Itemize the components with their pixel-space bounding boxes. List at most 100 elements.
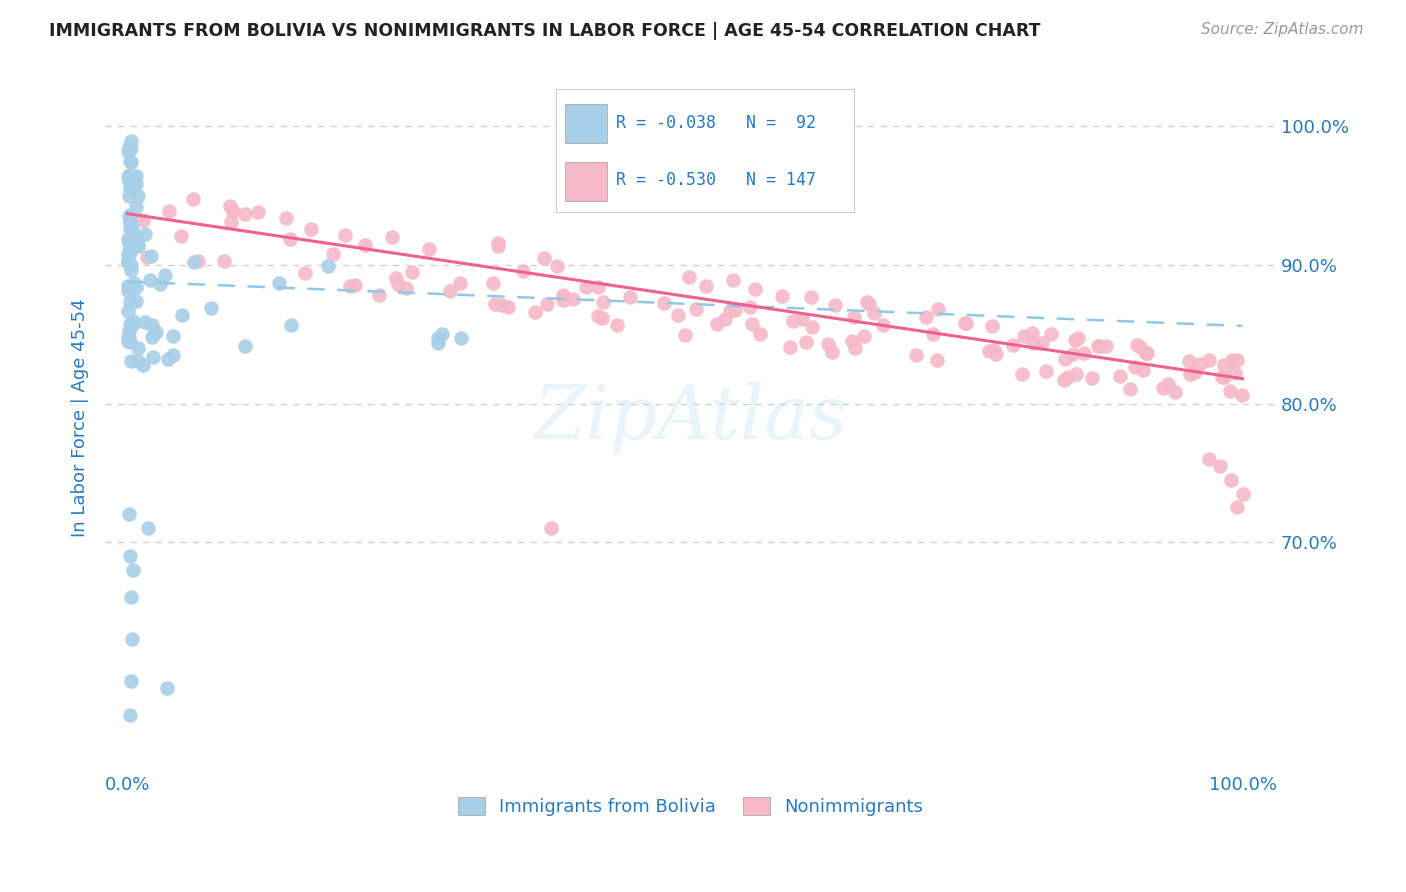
Point <box>401 265 423 279</box>
Point <box>294 266 316 280</box>
Point <box>1123 359 1146 374</box>
Point <box>1094 339 1116 353</box>
Point <box>118 222 141 236</box>
Point <box>118 181 141 195</box>
Point <box>1081 371 1104 385</box>
Point <box>1132 363 1154 377</box>
Point <box>367 288 389 302</box>
Point <box>1232 486 1254 500</box>
Point <box>118 154 141 169</box>
Point <box>385 271 408 285</box>
Point <box>117 235 139 250</box>
Point <box>117 331 139 345</box>
Point <box>744 282 766 296</box>
Point <box>117 284 139 298</box>
Point <box>1212 370 1234 384</box>
Point <box>1219 384 1241 398</box>
Point <box>120 335 142 350</box>
Point <box>821 344 844 359</box>
Point <box>142 350 165 364</box>
Point <box>1230 388 1253 402</box>
Point <box>652 296 675 310</box>
Point <box>117 245 139 260</box>
Legend: Immigrants from Bolivia, Nonimmigrants: Immigrants from Bolivia, Nonimmigrants <box>449 788 932 825</box>
Point <box>120 673 142 688</box>
Point <box>132 212 155 227</box>
Point <box>136 251 159 265</box>
Point <box>387 277 409 291</box>
Point <box>953 316 976 330</box>
Point <box>449 277 471 291</box>
Point <box>450 330 472 344</box>
Point <box>488 235 510 250</box>
Point <box>1209 458 1232 473</box>
Point <box>222 204 245 219</box>
Point <box>157 352 180 367</box>
Point <box>117 232 139 246</box>
Point <box>125 230 148 244</box>
Point <box>1225 353 1247 368</box>
Point <box>145 325 167 339</box>
Point <box>546 259 568 273</box>
Point <box>343 278 366 293</box>
Point <box>481 277 503 291</box>
Point <box>724 302 747 317</box>
Point <box>316 259 339 273</box>
Point <box>536 296 558 310</box>
Point <box>983 343 1005 357</box>
Point <box>149 277 172 291</box>
Point <box>127 188 149 202</box>
Point <box>1087 339 1109 353</box>
Point <box>484 296 506 310</box>
Point <box>117 247 139 261</box>
Point <box>551 293 574 307</box>
Point <box>619 290 641 304</box>
Point <box>120 295 142 310</box>
Point <box>118 238 141 252</box>
Text: ZipAtlas: ZipAtlas <box>533 381 848 454</box>
Point <box>551 288 574 302</box>
Point <box>491 298 513 312</box>
Point <box>1198 452 1220 467</box>
Point <box>118 549 141 563</box>
Point <box>117 254 139 268</box>
Point <box>561 292 583 306</box>
Point <box>1053 351 1076 366</box>
Point <box>269 277 291 291</box>
Point <box>666 308 689 322</box>
Point <box>124 169 146 184</box>
Point <box>134 227 156 241</box>
Point <box>862 306 884 320</box>
Point <box>741 317 763 331</box>
Point <box>381 230 404 244</box>
Point <box>1057 369 1080 384</box>
Point <box>170 229 193 244</box>
Point <box>118 324 141 338</box>
Point <box>339 278 361 293</box>
Point <box>842 310 865 324</box>
Point <box>1053 372 1076 386</box>
Point <box>118 208 141 222</box>
Point <box>117 508 139 522</box>
Point <box>427 335 450 350</box>
Point <box>592 294 614 309</box>
Point <box>1184 365 1206 379</box>
Point <box>718 303 741 318</box>
Point <box>496 300 519 314</box>
Point <box>212 254 235 268</box>
Point <box>122 317 145 331</box>
Point <box>984 347 1007 361</box>
Point <box>127 354 149 368</box>
Point <box>117 278 139 293</box>
Point <box>121 221 143 235</box>
Point <box>118 174 141 188</box>
Point <box>127 239 149 253</box>
Point <box>117 334 139 348</box>
Point <box>139 273 162 287</box>
Point <box>844 341 866 355</box>
Point <box>118 189 141 203</box>
Point <box>233 207 256 221</box>
Point <box>219 199 242 213</box>
Point <box>127 342 149 356</box>
Point <box>162 348 184 362</box>
